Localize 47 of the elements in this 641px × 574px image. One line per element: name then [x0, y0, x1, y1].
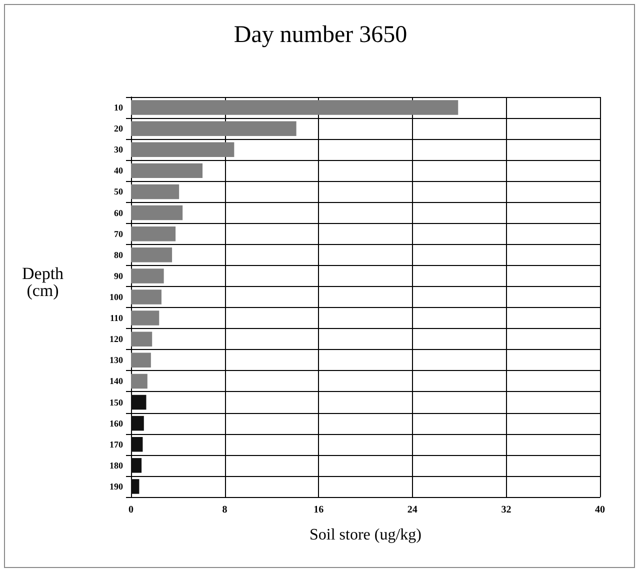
x-tick-label: 40 [595, 504, 605, 516]
y-tick-label: 110 [110, 313, 124, 324]
x-tick-label: 8 [222, 504, 228, 516]
y-tick-label: 150 [110, 397, 124, 408]
chart-title: Day number 3650 [234, 22, 408, 48]
bar [131, 458, 142, 473]
y-tick-label: 130 [110, 355, 124, 366]
y-tick-label: 80 [114, 250, 124, 260]
y-tick-label: 190 [110, 481, 124, 492]
y-tick-label: 120 [110, 334, 124, 344]
y-tick-label: 60 [114, 208, 124, 218]
y-tick-label: 10 [114, 102, 124, 113]
bar [131, 479, 140, 494]
y-tick-label: 170 [110, 439, 124, 450]
bar [131, 374, 148, 389]
bar [131, 332, 152, 346]
bar [131, 290, 162, 304]
bar [131, 268, 164, 284]
y-tick-label: 180 [110, 460, 124, 470]
x-tick-label: 16 [314, 504, 324, 516]
y-tick-label: 30 [114, 144, 124, 155]
bar [131, 100, 458, 115]
y-tick-label: 40 [114, 166, 124, 176]
bar [131, 184, 180, 200]
bar [131, 142, 234, 157]
y-tick-label: 140 [110, 376, 124, 386]
y-axis-title: Depth (cm) [22, 264, 64, 300]
bar [131, 121, 296, 136]
x-tick-label: 24 [407, 504, 418, 516]
bar [131, 205, 183, 220]
bar [131, 248, 172, 262]
y-tick-label: 100 [110, 292, 124, 302]
y-tick-label: 70 [114, 228, 124, 239]
y-tick-label: 50 [114, 186, 124, 197]
bar [131, 163, 203, 178]
bar [131, 352, 151, 368]
bar [131, 416, 144, 431]
x-axis-title: Soil store (ug/kg) [310, 526, 422, 544]
bar [131, 437, 143, 452]
bar [131, 226, 176, 242]
y-tick-label: 160 [110, 418, 124, 428]
bar [131, 394, 146, 410]
x-tick-label: 32 [501, 504, 512, 516]
bar [131, 310, 160, 326]
x-tick-label: 0 [128, 504, 134, 516]
y-tick-label: 90 [114, 270, 124, 281]
y-tick-label: 20 [114, 124, 124, 134]
